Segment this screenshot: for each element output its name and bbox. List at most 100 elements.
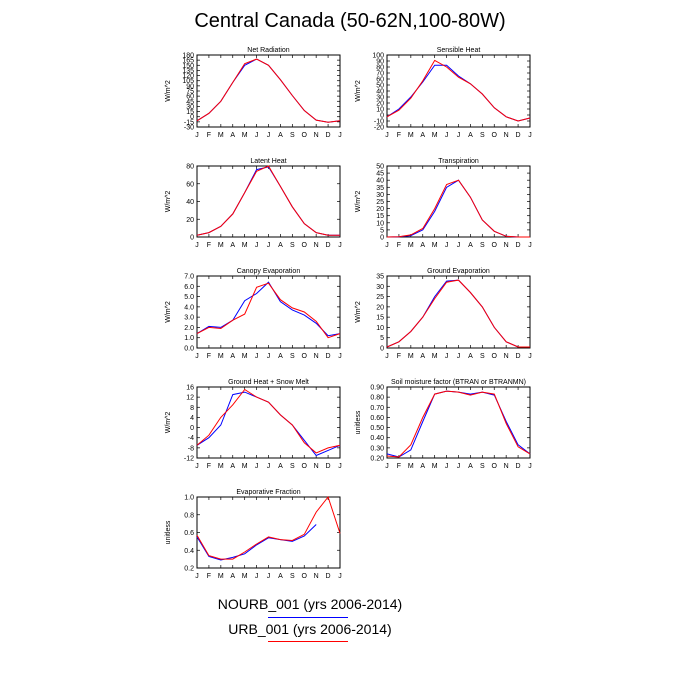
- y-tick-label: 0: [380, 346, 384, 353]
- x-tick-label: J: [255, 463, 259, 470]
- x-tick-label: A: [230, 573, 235, 580]
- panel-title: Net Radiation: [247, 47, 290, 54]
- y-tick-label: 0.2: [184, 566, 194, 573]
- y-tick-label: 4: [190, 415, 194, 422]
- y-tick-label: 2.0: [184, 325, 194, 332]
- x-tick-label: F: [207, 573, 211, 580]
- x-tick-label: J: [528, 132, 532, 139]
- y-tick-label: 10: [376, 107, 384, 114]
- x-tick-label: M: [218, 242, 224, 249]
- x-tick-label: M: [408, 463, 414, 470]
- x-tick-label: N: [314, 573, 319, 580]
- y-tick-label: 30: [376, 284, 384, 291]
- plot-frame: [386, 54, 531, 128]
- x-tick-label: D: [326, 132, 331, 139]
- x-tick-label: F: [207, 132, 211, 139]
- x-tick-label: M: [408, 242, 414, 249]
- series-line-urb: [196, 165, 340, 236]
- x-tick-label: O: [492, 242, 498, 249]
- x-tick-label: A: [420, 353, 425, 360]
- y-tick-label: 40: [376, 89, 384, 96]
- y-tick-label: 3.0: [184, 315, 194, 322]
- series-line-urb: [196, 495, 341, 560]
- x-tick-label: M: [218, 132, 224, 139]
- x-tick-label: M: [432, 242, 438, 249]
- x-tick-label: D: [516, 132, 521, 139]
- x-tick-label: J: [528, 353, 532, 360]
- y-tick-label: 150: [182, 63, 194, 70]
- x-tick-label: A: [278, 353, 283, 360]
- x-tick-label: A: [468, 353, 473, 360]
- x-tick-label: J: [267, 132, 271, 139]
- y-tick-label: 15: [376, 213, 384, 220]
- panel-5: Canopy Evaporation W/m^2 0.0 1.0 2.0 3.0 4.0 5.…: [165, 268, 342, 360]
- x-tick-label: J: [528, 463, 532, 470]
- figure-title: Central Canada (50-62N,100-80W): [194, 10, 506, 32]
- y-tick-label: -10: [374, 119, 384, 126]
- series-line-nourb: [196, 281, 341, 337]
- y-tick-label: 0.40: [370, 435, 384, 442]
- panel-title: Evaporative Fraction: [236, 489, 300, 496]
- x-tick-label: J: [457, 463, 461, 470]
- series-line-nourb: [386, 179, 530, 238]
- panel-title: Ground Heat + Snow Melt: [228, 379, 309, 386]
- y-tick-label: 10: [376, 325, 384, 332]
- x-tick-label: N: [504, 242, 509, 249]
- plot-frame: [196, 275, 341, 349]
- x-tick-label: A: [468, 242, 473, 249]
- x-tick-label: J: [255, 242, 259, 249]
- y-axis-label: W/m^2: [165, 191, 172, 213]
- y-tick-label: 12: [186, 395, 194, 402]
- x-tick-label: S: [480, 132, 485, 139]
- y-tick-label: -30: [184, 125, 194, 132]
- x-tick-label: O: [302, 573, 308, 580]
- y-tick-label: 5.0: [184, 294, 194, 301]
- x-tick-label: J: [445, 132, 449, 139]
- y-tick-label: -4: [188, 435, 194, 442]
- y-tick-label: 0: [190, 425, 194, 432]
- y-tick-label: 40: [186, 199, 194, 206]
- y-axis-label: W/m^2: [355, 301, 362, 323]
- x-tick-label: J: [338, 242, 342, 249]
- x-tick-label: J: [267, 573, 271, 580]
- x-tick-label: A: [278, 242, 283, 249]
- x-tick-label: J: [195, 353, 199, 360]
- y-tick-label: 60: [186, 94, 194, 101]
- panel-8: Soil moisture factor (BTRAN or BTRANMN) u…: [355, 379, 532, 470]
- x-tick-label: F: [397, 463, 401, 470]
- panel-2: Sensible Heat W/m^2 -20-100102030405060708…: [355, 47, 532, 139]
- series-line-urb: [196, 282, 341, 339]
- x-tick-label: J: [338, 573, 342, 580]
- x-tick-label: S: [290, 463, 295, 470]
- x-tick-label: J: [338, 353, 342, 360]
- x-tick-label: F: [397, 242, 401, 249]
- x-tick-label: M: [218, 573, 224, 580]
- y-tick-label: 20: [376, 206, 384, 213]
- x-tick-label: N: [314, 463, 319, 470]
- x-tick-label: D: [516, 463, 521, 470]
- y-tick-label: 60: [186, 181, 194, 188]
- y-tick-label: -20: [374, 125, 384, 132]
- y-tick-label: 1.0: [184, 495, 194, 502]
- x-tick-label: O: [492, 353, 498, 360]
- x-tick-label: A: [230, 242, 235, 249]
- y-tick-label: 30: [376, 192, 384, 199]
- x-tick-label: J: [255, 573, 259, 580]
- x-tick-label: A: [230, 463, 235, 470]
- panel-title: Transpiration: [438, 158, 479, 165]
- x-tick-label: S: [480, 242, 485, 249]
- x-tick-label: D: [326, 573, 331, 580]
- x-tick-label: J: [385, 353, 389, 360]
- x-tick-label: J: [255, 353, 259, 360]
- y-tick-label: 0.90: [370, 385, 384, 392]
- x-tick-label: J: [385, 132, 389, 139]
- series-line-nourb: [196, 524, 317, 561]
- x-tick-label: J: [445, 242, 449, 249]
- y-tick-label: 60: [376, 77, 384, 84]
- x-tick-label: J: [528, 242, 532, 249]
- y-tick-label: 6.0: [184, 284, 194, 291]
- x-tick-label: J: [457, 242, 461, 249]
